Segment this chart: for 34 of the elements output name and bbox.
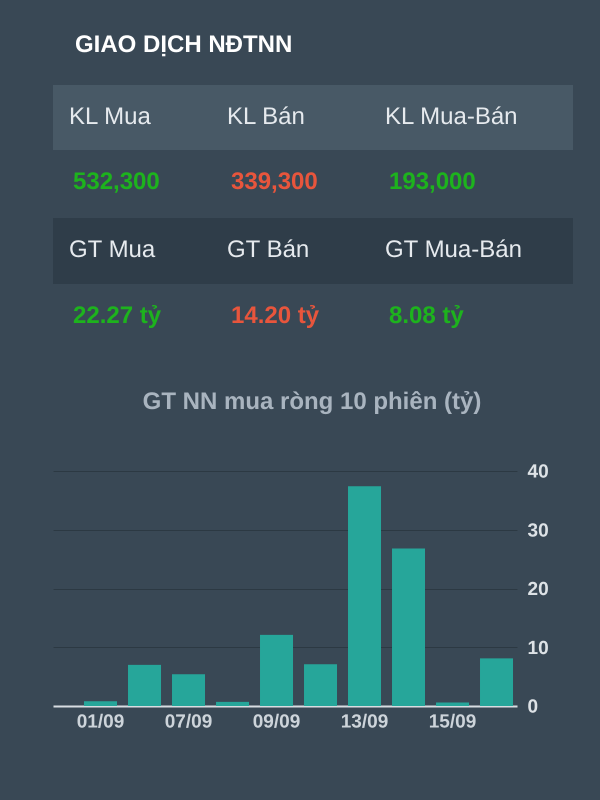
text: KL Mua-Bán <box>385 103 518 130</box>
y-tick-label: 40 <box>528 462 549 482</box>
bar <box>172 674 206 706</box>
bar <box>480 658 514 706</box>
y-tick-label: 0 <box>528 696 538 718</box>
x-tick-label: 15/09 <box>428 712 476 732</box>
text: 339,300 <box>231 168 318 195</box>
x-tick-label: 01/09 <box>76 712 124 732</box>
text: 8.08 tỷ <box>389 302 464 329</box>
bar <box>348 486 382 706</box>
text: 22.27 tỷ <box>73 302 162 329</box>
text: KL Bán <box>227 103 305 130</box>
y-tick-label: 30 <box>528 520 549 542</box>
text: 193,000 <box>389 168 476 195</box>
text: GT Mua-Bán <box>385 236 522 263</box>
text: 14.20 tỷ <box>231 302 320 329</box>
text: GT Bán <box>227 236 310 263</box>
y-tick-label: 10 <box>528 638 549 659</box>
x-tick-label: 09/09 <box>252 712 300 732</box>
text: GIAO DỊCH NĐTNN <box>75 31 292 58</box>
bar <box>304 664 338 706</box>
chart-title: GT NN mua ròng 10 phiên (tỷ) <box>142 388 482 415</box>
text: KL Mua <box>69 103 152 130</box>
x-tick-label: 07/09 <box>164 712 212 732</box>
bar <box>260 634 294 706</box>
bar <box>392 548 426 706</box>
text: GT Mua <box>69 236 156 263</box>
x-tick-label: 13/09 <box>340 712 388 732</box>
bar <box>128 664 162 706</box>
y-tick-label: 20 <box>528 579 549 600</box>
bar <box>436 702 470 706</box>
bar <box>216 702 250 706</box>
text: 532,300 <box>73 168 160 195</box>
bar <box>84 701 118 706</box>
